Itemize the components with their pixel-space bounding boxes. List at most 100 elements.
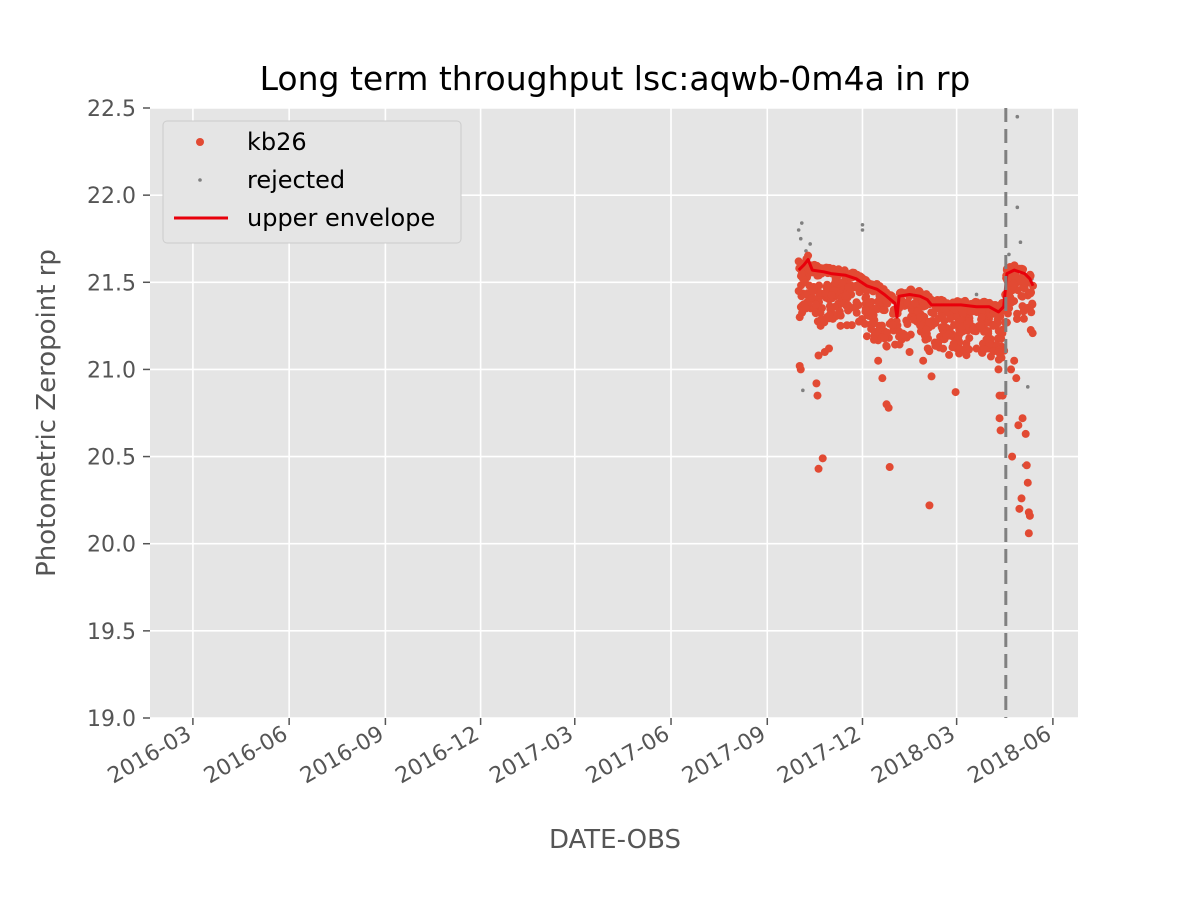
kb26-point <box>916 313 925 322</box>
kb26-point <box>1023 478 1032 487</box>
kb26-point <box>813 391 822 400</box>
kb26-point <box>923 344 932 353</box>
kb26-point <box>922 326 931 335</box>
kb26-point <box>925 318 934 327</box>
x-tick-label: 2017-03 <box>486 722 578 790</box>
kb26-point <box>821 289 830 298</box>
kb26-point <box>995 414 1004 423</box>
x-tick-label: 2017-06 <box>582 722 674 790</box>
kb26-point <box>946 314 955 323</box>
kb26-point <box>860 319 869 328</box>
kb26-point <box>884 403 893 412</box>
legend-marker-kb26 <box>196 138 204 146</box>
kb26-point <box>932 304 941 313</box>
rejected-point <box>1007 252 1011 257</box>
kb26-point <box>822 283 831 292</box>
kb26-point <box>1018 292 1027 301</box>
kb26-point <box>945 350 954 359</box>
chart-title: Long term throughput lsc:aqwb-0m4a in rp <box>260 59 971 98</box>
kb26-point <box>979 298 988 307</box>
kb26-point <box>814 351 823 360</box>
kb26-point <box>824 344 833 353</box>
kb26-point <box>942 332 951 341</box>
kb26-point <box>956 316 965 325</box>
kb26-point <box>856 272 865 281</box>
kb26-point <box>903 298 912 307</box>
kb26-point <box>994 355 1003 364</box>
x-axis-label: DATE-OBS <box>549 825 681 855</box>
kb26-point <box>968 325 977 334</box>
kb26-point <box>998 327 1007 336</box>
kb26-point <box>964 345 973 354</box>
kb26-point <box>950 305 959 314</box>
series-layer <box>794 114 1038 538</box>
kb26-point <box>862 287 871 295</box>
kb26-point <box>907 285 916 294</box>
kb26-point <box>862 332 871 341</box>
y-tick-label: 21.5 <box>87 271 136 296</box>
kb26-point <box>982 335 991 344</box>
kb26-point <box>1025 511 1034 520</box>
kb26-point <box>1027 288 1036 297</box>
kb26-point <box>836 321 845 330</box>
kb26-point <box>910 315 919 324</box>
rejected-point <box>1015 205 1020 210</box>
kb26-point <box>1012 374 1021 383</box>
kb26-point <box>1021 429 1030 438</box>
x-tick-label: 2016-06 <box>200 722 292 790</box>
kb26-point <box>1022 461 1031 470</box>
kb26-point <box>895 340 904 349</box>
kb26-point <box>951 388 960 397</box>
kb26-point <box>814 464 823 473</box>
y-tick-label: 19.0 <box>87 707 136 732</box>
rejected-point <box>1015 114 1020 119</box>
kb26-point <box>916 321 925 330</box>
rejected-point <box>808 242 812 246</box>
kb26-point <box>938 312 947 321</box>
rejected-point <box>796 228 801 232</box>
kb26-point <box>980 345 989 354</box>
kb26-point <box>1019 314 1028 323</box>
kb26-point <box>919 356 928 365</box>
kb26-point <box>996 426 1005 435</box>
kb26-point <box>1025 304 1034 313</box>
kb26-point <box>989 321 998 330</box>
kb26-point <box>903 320 912 329</box>
kb26-point <box>1009 279 1018 288</box>
kb26-point <box>867 324 876 333</box>
kb26-point <box>900 330 909 339</box>
kb26-point <box>880 334 889 343</box>
kb26-point <box>867 313 876 322</box>
kb26-point <box>1020 278 1029 287</box>
kb26-point <box>797 269 806 278</box>
kb26-point <box>927 372 936 381</box>
rejected-point <box>804 249 808 253</box>
kb26-point <box>953 297 962 306</box>
kb26-point <box>965 317 974 326</box>
kb26-point <box>977 307 986 316</box>
kb26-point <box>816 321 825 330</box>
kb26-point <box>1015 504 1024 513</box>
kb26-point <box>800 278 809 287</box>
kb26-point <box>811 300 820 309</box>
y-tick-label: 22.5 <box>87 97 136 122</box>
kb26-point <box>831 278 840 287</box>
kb26-point <box>852 298 861 307</box>
legend-label-kb26: kb26 <box>247 128 307 156</box>
kb26-point <box>948 343 957 352</box>
kb26-point <box>874 356 883 365</box>
kb26-point <box>882 342 891 351</box>
legend-label-rejected: rejected <box>247 166 345 194</box>
kb26-point <box>825 302 834 311</box>
kb26-point <box>1017 494 1026 503</box>
rejected-point <box>1025 385 1030 389</box>
rejected-point <box>1018 240 1023 244</box>
y-tick-label: 21.0 <box>87 358 136 383</box>
y-tick-label: 22.0 <box>87 184 136 209</box>
x-tick-label: 2018-06 <box>964 722 1056 790</box>
kb26-point <box>869 335 878 344</box>
kb26-point <box>967 307 976 316</box>
x-tick-label: 2018-03 <box>868 722 960 790</box>
kb26-point <box>873 327 882 336</box>
kb26-point <box>842 291 851 300</box>
